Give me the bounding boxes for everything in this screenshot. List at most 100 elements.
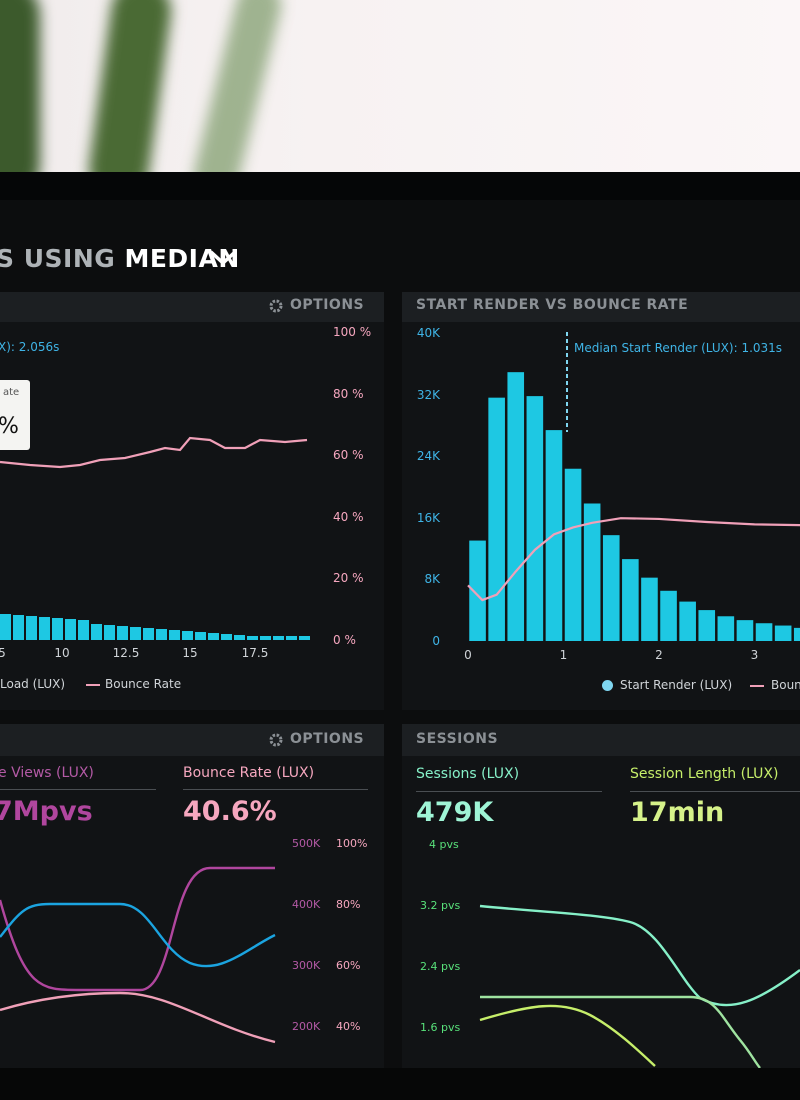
plant-leaf bbox=[189, 0, 286, 172]
panel-header bbox=[402, 292, 800, 322]
x-tick-label: 3 bbox=[750, 648, 759, 662]
load-bar bbox=[117, 626, 128, 640]
load-bar bbox=[260, 636, 271, 640]
chevron-down-icon[interactable] bbox=[208, 247, 238, 267]
x-tick-label: 0 bbox=[464, 648, 472, 662]
bounce-rate-line bbox=[0, 436, 308, 469]
load-bar bbox=[234, 635, 245, 640]
load-bar bbox=[13, 615, 24, 640]
panel-header bbox=[0, 292, 384, 322]
load-bar bbox=[130, 627, 141, 640]
median-load-label: X): 2.056s bbox=[0, 340, 60, 354]
median-start-render-label: Median Start Render (LUX): 1.031s bbox=[574, 341, 783, 355]
divider bbox=[630, 791, 800, 792]
start-render-bar bbox=[679, 601, 696, 641]
page-views-value: 7Mpvs bbox=[0, 796, 93, 827]
axis-label-k: 300K bbox=[292, 959, 321, 972]
load-time-line bbox=[0, 902, 276, 968]
gear-icon[interactable] bbox=[268, 298, 284, 314]
dashboard-screen: S USING MEDIAN OPTIONS X): 2.056s ate % … bbox=[0, 200, 800, 1070]
y-tick-label: 20 % bbox=[333, 571, 364, 586]
options-button[interactable]: OPTIONS bbox=[290, 731, 365, 747]
load-bar bbox=[39, 617, 50, 640]
load-bar bbox=[143, 628, 154, 640]
y-tick-label: 32K bbox=[416, 387, 440, 402]
start-render-bar bbox=[736, 620, 754, 641]
start-render-bar bbox=[526, 396, 544, 641]
legend-bounce-label: Bounce Rate bbox=[105, 677, 182, 691]
start-render-bar bbox=[622, 559, 639, 641]
start-render-bar bbox=[698, 610, 716, 641]
load-bar bbox=[156, 629, 167, 640]
load-bar bbox=[286, 636, 297, 640]
x-tick-label: 1 bbox=[559, 648, 568, 662]
axis-label-k: 500K bbox=[292, 837, 321, 850]
load-bar bbox=[104, 625, 115, 640]
start-render-bar bbox=[469, 540, 486, 641]
sessions-plot bbox=[479, 904, 800, 1069]
load-bar bbox=[91, 624, 102, 640]
page-views-plot bbox=[0, 866, 276, 1044]
start-render-bar bbox=[641, 577, 658, 641]
plant-leaf bbox=[84, 0, 176, 172]
gear-icon[interactable] bbox=[268, 732, 284, 748]
y-tick-label: 0 % bbox=[333, 633, 356, 647]
options-button[interactable]: OPTIONS bbox=[290, 297, 365, 313]
panel-sessions bbox=[402, 724, 800, 1070]
y-tick-label: 100 % bbox=[333, 325, 372, 339]
wall-background bbox=[0, 0, 800, 172]
panel-load-vs-bounce bbox=[0, 292, 384, 710]
axis-label-pvs: 2.4 pvs bbox=[420, 960, 461, 973]
tooltip-value: % bbox=[0, 414, 19, 439]
divider bbox=[416, 791, 602, 792]
start-render-bar bbox=[583, 503, 601, 641]
x-tick-label: 2 bbox=[655, 648, 663, 662]
axis-label-pct: 80% bbox=[336, 898, 361, 911]
start-render-bar bbox=[660, 590, 677, 641]
bounce-rate-value: 40.6% bbox=[183, 796, 277, 827]
left-chart-plot bbox=[0, 436, 310, 640]
load-bar bbox=[195, 632, 206, 640]
start-render-bar bbox=[717, 616, 735, 641]
load-bar bbox=[78, 620, 89, 640]
tooltip-card bbox=[0, 380, 30, 450]
legend-start-render-dot bbox=[602, 680, 613, 691]
session-length-label: Session Length (LUX) bbox=[630, 766, 779, 782]
axis-label-pvs: 4 pvs bbox=[429, 838, 459, 851]
start-render-plot bbox=[467, 332, 800, 641]
x-tick-label: 15 bbox=[182, 646, 198, 660]
page-title-prefix: S USING bbox=[0, 244, 125, 273]
x-tick-label: 12.5 bbox=[112, 646, 140, 660]
legend-load-label: Load (LUX) bbox=[0, 677, 66, 691]
start-render-bar bbox=[602, 535, 620, 641]
y-tick-label: 24K bbox=[416, 449, 440, 464]
monitor-bottom-bezel bbox=[0, 1068, 800, 1100]
load-bar bbox=[221, 634, 232, 640]
x-tick-label: 10 bbox=[54, 646, 70, 660]
divider bbox=[183, 789, 368, 790]
y-tick-label: 80 % bbox=[333, 386, 364, 401]
load-bar bbox=[208, 633, 219, 640]
axis-label-pct: 60% bbox=[336, 959, 361, 972]
tooltip-title: ate bbox=[3, 387, 20, 398]
pages-per-session-line bbox=[479, 1004, 656, 1067]
y-tick-label: 40 % bbox=[333, 509, 364, 524]
panel-header bbox=[0, 724, 384, 756]
bounce-rate-label: Bounce Rate (LUX) bbox=[183, 765, 315, 781]
legend-bounce-line bbox=[750, 685, 764, 687]
load-bar bbox=[52, 618, 63, 640]
sessions-label: Sessions (LUX) bbox=[416, 766, 520, 782]
start-render-bar bbox=[488, 397, 505, 641]
sessions-value: 479K bbox=[416, 797, 494, 828]
load-bar bbox=[273, 636, 284, 640]
legend-bounce-line bbox=[86, 684, 100, 686]
axis-label-pvs: 1.6 pvs bbox=[420, 1021, 461, 1034]
session-length-value: 17min bbox=[630, 797, 725, 828]
page-views-line bbox=[0, 866, 275, 992]
divider bbox=[0, 789, 156, 790]
load-bar bbox=[299, 636, 310, 640]
axis-label-pct: 100% bbox=[336, 837, 368, 850]
axis-label-pct: 40% bbox=[336, 1020, 361, 1033]
load-bar bbox=[182, 631, 193, 640]
page-views-label: e Views (LUX) bbox=[0, 765, 94, 781]
